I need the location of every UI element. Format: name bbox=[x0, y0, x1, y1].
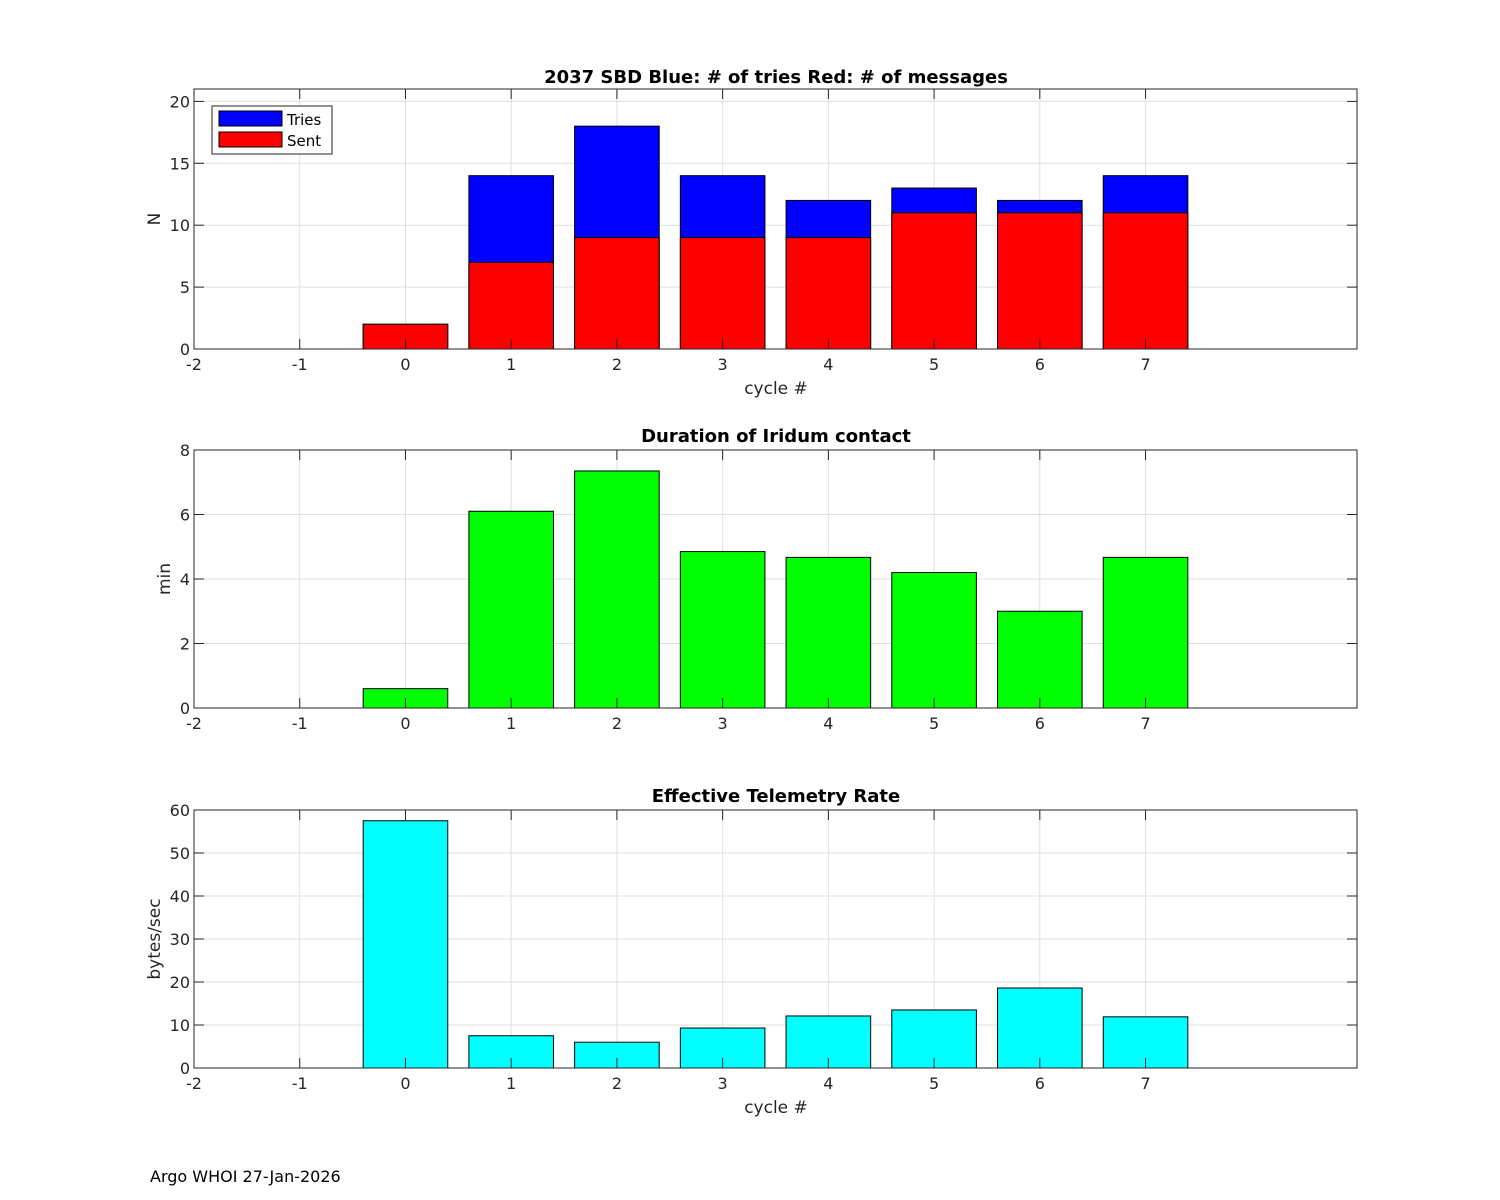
tries-sent-ylabel: N bbox=[145, 213, 165, 226]
duration-ylabel: min bbox=[155, 563, 175, 595]
telemetry-rate-xlabel: cycle # bbox=[744, 1098, 808, 1118]
tries-sent-bar-sent-cycle-4 bbox=[785, 237, 872, 350]
tries-sent-x-tick-label: 4 bbox=[823, 355, 833, 374]
duration-x-tick-label: 3 bbox=[718, 714, 728, 733]
telemetry-rate-y-tick-label: 30 bbox=[170, 930, 190, 949]
duration-bar-duration-cycle-5 bbox=[891, 572, 977, 709]
telemetry-rate-x-tick-label: 1 bbox=[506, 1074, 516, 1093]
telemetry-rate-y-tick-label: 20 bbox=[170, 973, 190, 992]
legend-swatch-tries bbox=[218, 110, 283, 127]
duration-x-tick-label: 4 bbox=[823, 714, 833, 733]
telemetry-rate-y-tick-label: 60 bbox=[170, 801, 190, 820]
telemetry-rate-x-tick-label: 0 bbox=[400, 1074, 410, 1093]
tries-sent-plot-area: -2 -1 0 1 2 3 4 5 6 7 0 5 10 15 20 bbox=[170, 88, 1358, 374]
duration-x-tick-label: 1 bbox=[506, 714, 516, 733]
duration-y-tick-label: 4 bbox=[180, 570, 190, 589]
tries-sent-xlabel: cycle # bbox=[744, 379, 808, 399]
tries-sent-x-tick-label: 6 bbox=[1035, 355, 1045, 374]
duration-x-tick-label: 0 bbox=[400, 714, 410, 733]
tries-sent-bar-sent-cycle-5 bbox=[891, 212, 977, 350]
tries-sent-x-tick-label: 2 bbox=[612, 355, 622, 374]
duration-x-tick-label: 5 bbox=[929, 714, 939, 733]
telemetry-rate-x-tick-label: 4 bbox=[823, 1074, 833, 1093]
telemetry-rate-bar-rate-cycle-0 bbox=[362, 820, 449, 1069]
duration-x-tick-label: 2 bbox=[612, 714, 622, 733]
duration-bar-duration-cycle-2 bbox=[574, 470, 660, 709]
tries-sent-x-tick-label: -1 bbox=[292, 355, 308, 374]
duration-title: Duration of Iridum contact bbox=[641, 426, 911, 447]
telemetry-rate-x-tick-label: -1 bbox=[292, 1074, 308, 1093]
duration-bar-duration-cycle-7 bbox=[1102, 556, 1189, 709]
telemetry-rate-x-tick-label: 3 bbox=[718, 1074, 728, 1093]
duration-bar-duration-cycle-1 bbox=[468, 510, 554, 709]
duration-y-tick-label: 6 bbox=[180, 506, 190, 525]
tries-sent-x-tick-label: 3 bbox=[718, 355, 728, 374]
tries-sent-bar-sent-cycle-7 bbox=[1102, 212, 1189, 350]
duration-bar-duration-cycle-4 bbox=[785, 556, 872, 709]
duration-y-tick-label: 8 bbox=[180, 441, 190, 460]
tries-sent-title: 2037 SBD Blue: # of tries Red: # of mess… bbox=[544, 67, 1008, 88]
duration-plot-area: -2 -1 0 1 2 3 4 5 6 7 0 2 4 6 8 bbox=[180, 441, 1358, 733]
telemetry-rate-y-tick-label: 0 bbox=[180, 1059, 190, 1078]
legend-swatch-sent bbox=[218, 131, 283, 148]
duration-x-tick-label: 7 bbox=[1140, 714, 1150, 733]
tries-sent-x-tick-label: 1 bbox=[506, 355, 516, 374]
tries-sent-y-tick-label: 15 bbox=[170, 154, 190, 173]
telemetry-rate-title: Effective Telemetry Rate bbox=[652, 786, 900, 807]
footer-text: Argo WHOI 27-Jan-2026 bbox=[150, 1167, 341, 1186]
legend-label-tries: Tries bbox=[286, 111, 322, 129]
duration-x-tick-label: -1 bbox=[292, 714, 308, 733]
tries-sent-legend: Tries Sent bbox=[211, 105, 333, 155]
tries-sent-x-tick-label: 5 bbox=[929, 355, 939, 374]
tries-sent-bar-sent-cycle-2 bbox=[574, 237, 660, 350]
telemetry-rate-plot-area: -2 -1 0 1 2 3 4 5 6 7 0 10 20 30 40 50 60 bbox=[170, 801, 1358, 1093]
duration-x-tick-label: -2 bbox=[186, 714, 202, 733]
tries-sent-x-tick-label: 0 bbox=[400, 355, 410, 374]
telemetry-rate-panel: -2 -1 0 1 2 3 4 5 6 7 0 10 20 30 40 50 60 Effective Tele… bbox=[145, 786, 1358, 1118]
legend-label-sent: Sent bbox=[287, 132, 321, 150]
tries-sent-bar-sent-cycle-6 bbox=[997, 212, 1083, 350]
tries-sent-x-tick-label: 7 bbox=[1140, 355, 1150, 374]
tries-sent-panel: -2 -1 0 1 2 3 4 5 6 7 0 5 10 15 20 2037 SBD Blue: # of… bbox=[145, 67, 1358, 399]
tries-sent-y-tick-label: 5 bbox=[180, 278, 190, 297]
tries-sent-bar-sent-cycle-3 bbox=[679, 237, 766, 350]
telemetry-rate-y-tick-label: 40 bbox=[170, 887, 190, 906]
tries-sent-y-tick-label: 0 bbox=[180, 340, 190, 359]
telemetry-rate-ylabel: bytes/sec bbox=[145, 898, 165, 979]
duration-y-tick-label: 0 bbox=[180, 699, 190, 718]
telemetry-rate-x-tick-label: 6 bbox=[1035, 1074, 1045, 1093]
telemetry-rate-x-tick-label: 7 bbox=[1140, 1074, 1150, 1093]
telemetry-rate-y-tick-label: 10 bbox=[170, 1016, 190, 1035]
duration-bar-duration-cycle-6 bbox=[997, 610, 1083, 709]
duration-bar-duration-cycle-3 bbox=[679, 551, 766, 709]
telemetry-rate-x-tick-label: 2 bbox=[612, 1074, 622, 1093]
telemetry-rate-x-tick-label: 5 bbox=[929, 1074, 939, 1093]
tries-sent-x-tick-label: -2 bbox=[186, 355, 202, 374]
tries-sent-axes-box bbox=[193, 88, 1358, 350]
tries-sent-bar-sent-cycle-1 bbox=[468, 261, 554, 350]
duration-panel: -2 -1 0 1 2 3 4 5 6 7 0 2 4 6 8 Duration of Iridum con… bbox=[155, 426, 1358, 733]
duration-y-tick-label: 2 bbox=[180, 635, 190, 654]
tries-sent-y-tick-label: 10 bbox=[170, 216, 190, 235]
telemetry-rate-x-tick-label: -2 bbox=[186, 1074, 202, 1093]
tries-sent-y-tick-label: 20 bbox=[170, 92, 190, 111]
duration-x-tick-label: 6 bbox=[1035, 714, 1045, 733]
telemetry-rate-y-tick-label: 50 bbox=[170, 844, 190, 863]
telemetry-rate-bar-rate-cycle-6 bbox=[997, 987, 1083, 1069]
